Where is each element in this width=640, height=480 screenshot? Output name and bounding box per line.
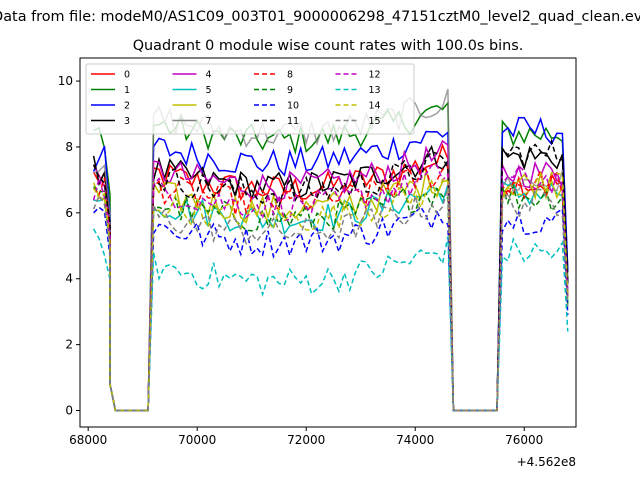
series-line-15 (92, 187, 569, 412)
legend-label-6: 6 (206, 101, 212, 112)
y-axis: 0 2 4 6 8 10 (58, 74, 80, 418)
y-tick-label: 6 (65, 206, 73, 220)
legend-label-14: 14 (369, 101, 381, 112)
figure-suptitle: Data from file: modeM0/AS1C09_003T01_900… (0, 9, 640, 25)
x-tick-label: 68000 (69, 433, 107, 447)
series-line-10 (93, 205, 569, 412)
legend-label-11: 11 (287, 116, 299, 127)
legend-label-1: 1 (124, 85, 130, 96)
series-layer (92, 88, 569, 412)
legend-label-12: 12 (369, 70, 381, 81)
x-tick-label: 70000 (178, 433, 216, 447)
legend-label-5: 5 (206, 85, 212, 96)
y-tick-label: 8 (65, 140, 73, 154)
y-tick-label: 10 (58, 74, 73, 88)
legend-label-13: 13 (369, 85, 381, 96)
legend-label-7: 7 (206, 116, 212, 127)
chart-title: Quadrant 0 module wise count rates with … (133, 38, 524, 54)
legend-label-0: 0 (124, 70, 130, 81)
series-line-2 (92, 116, 569, 412)
legend-label-3: 3 (124, 116, 130, 127)
legend-label-2: 2 (124, 101, 130, 112)
x-tick-label: 74000 (396, 433, 434, 447)
x-tick-label: 76000 (505, 433, 543, 447)
y-tick-label: 4 (65, 272, 73, 286)
series-line-7 (93, 88, 569, 412)
legend-label-8: 8 (287, 70, 293, 81)
x-offset-label: +4.562e8 (517, 455, 576, 469)
series-line-1 (93, 100, 569, 412)
x-axis: 68000 70000 72000 74000 76000 (69, 427, 543, 447)
x-tick-label: 72000 (287, 433, 325, 447)
y-tick-label: 2 (65, 338, 73, 352)
legend-label-10: 10 (287, 101, 299, 112)
legend-label-4: 4 (206, 70, 212, 81)
series-line-12 (92, 164, 569, 412)
series-line-9 (93, 183, 569, 412)
legend-label-9: 9 (287, 85, 293, 96)
legend-label-15: 15 (369, 116, 381, 127)
axes-frame (79, 57, 577, 428)
series-line-8 (93, 165, 569, 412)
series-line-13 (92, 228, 569, 412)
series-line-0 (92, 143, 569, 412)
series-line-14 (92, 171, 569, 412)
series-line-6 (92, 170, 569, 412)
legend-box (85, 63, 415, 135)
y-tick-label: 0 (65, 404, 73, 418)
